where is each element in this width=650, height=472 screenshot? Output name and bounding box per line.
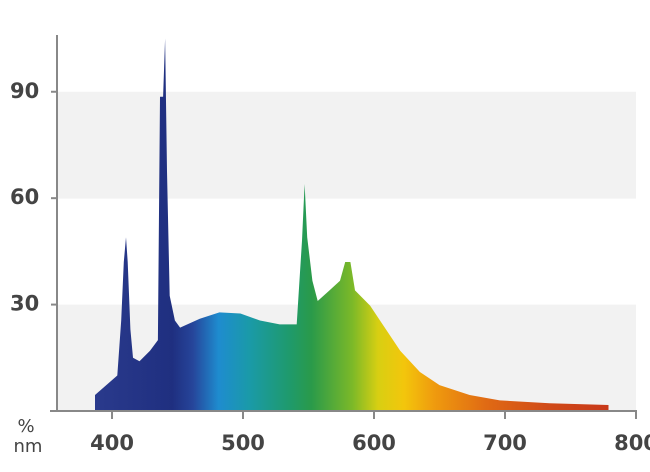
x-tick-label: 700 [483,431,527,455]
y-tick-label: 30 [10,292,39,316]
y-tick-label: 90 [10,79,39,103]
y-tick-label: 60 [10,185,39,209]
grid-band [57,91,636,199]
x-tick-label: 400 [90,431,134,455]
x-unit: nm [14,436,43,457]
y-unit: % [17,416,34,437]
spectrum-area [95,38,609,411]
x-tick-label: 500 [221,431,265,455]
x-tick-label: 600 [352,431,396,455]
x-tick-label: 800 [614,431,650,455]
